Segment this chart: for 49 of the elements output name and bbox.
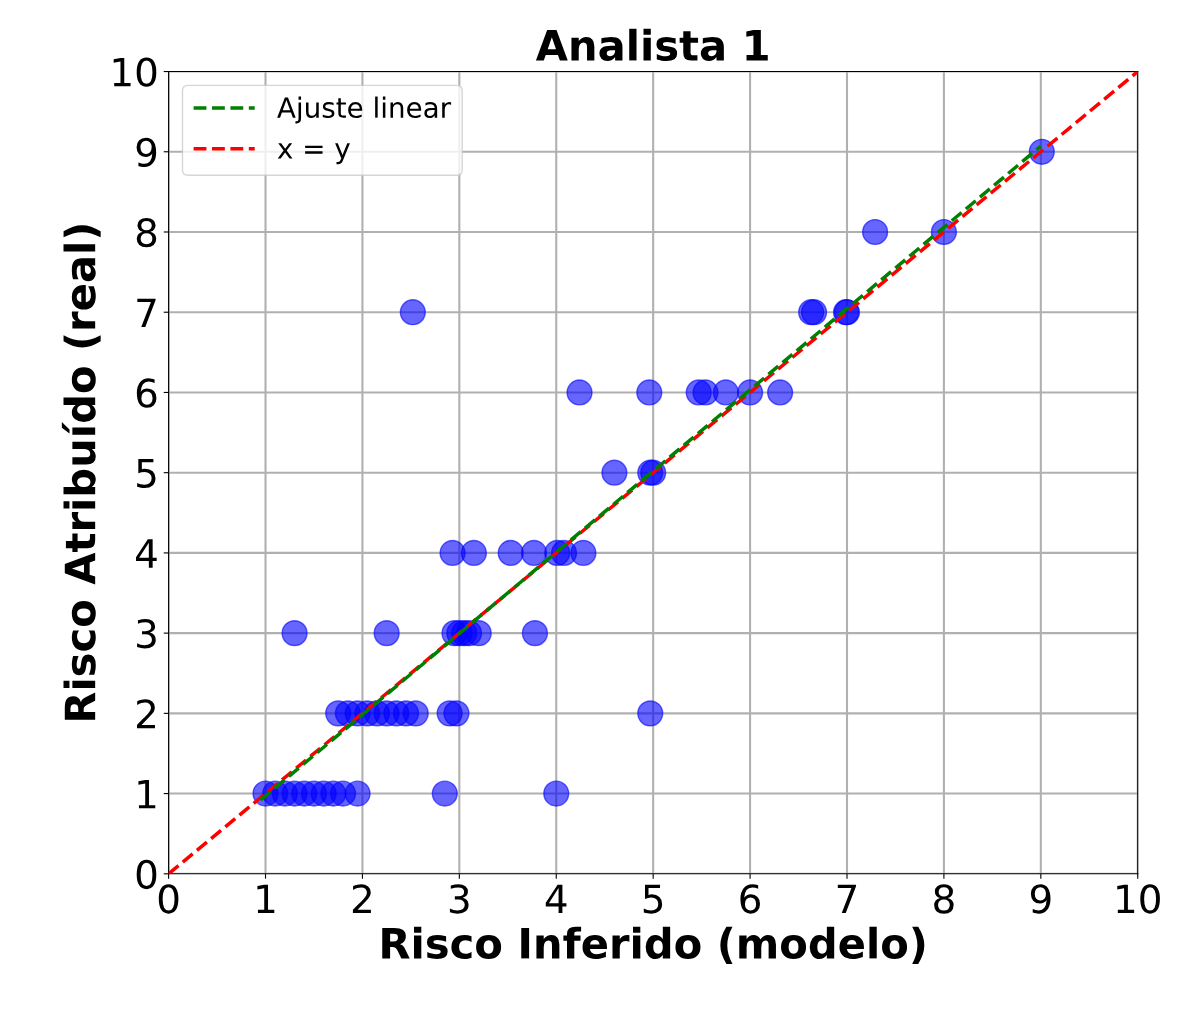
point xyxy=(570,539,597,567)
x-tick-label: 0 xyxy=(158,884,179,914)
y-tick-label: 9 xyxy=(136,137,157,168)
y-tick-label: 1 xyxy=(138,780,156,809)
y-axis-title: Risco Atribuído (real) xyxy=(61,225,101,720)
y-tick-label: 4 xyxy=(136,539,157,568)
point xyxy=(439,539,466,567)
x-tick-label: 6 xyxy=(740,884,760,914)
x-axis-title: Risco Inferido (modelo) xyxy=(382,926,925,964)
y-tick-label: 5 xyxy=(137,459,156,488)
y-tick-label: 8 xyxy=(136,217,157,248)
legend-label: Ajuste linear xyxy=(277,96,452,124)
point xyxy=(521,620,549,647)
chart-title: Analista 1 xyxy=(535,28,768,62)
point xyxy=(465,620,492,647)
point xyxy=(636,379,663,406)
y-tick-label: 10 xyxy=(113,57,157,87)
point xyxy=(543,780,570,807)
x-tick-label: 9 xyxy=(1030,884,1051,914)
x-tick-label: 5 xyxy=(643,884,663,914)
point xyxy=(861,218,889,246)
point xyxy=(402,700,429,727)
y-tick-label: 2 xyxy=(136,699,155,729)
y-tick-label: 6 xyxy=(136,378,157,408)
x-tick-label: 3 xyxy=(449,884,469,914)
point xyxy=(373,620,400,647)
point xyxy=(497,539,524,567)
point xyxy=(281,620,308,647)
point xyxy=(443,700,470,727)
legend-label: x = y xyxy=(277,143,350,165)
x-tick-label: 1 xyxy=(257,884,275,914)
y-tick-label: 3 xyxy=(137,619,156,649)
point xyxy=(344,780,371,807)
point xyxy=(566,379,593,406)
x-tick-label: 10 xyxy=(1117,884,1160,914)
y-tick-label: 7 xyxy=(137,298,156,327)
point xyxy=(767,379,794,406)
x-tick-label: 7 xyxy=(837,884,857,914)
point xyxy=(601,459,628,486)
x-tick-label: 8 xyxy=(934,884,954,914)
y-tick-label: 0 xyxy=(136,859,157,890)
point xyxy=(431,780,458,807)
point xyxy=(520,539,548,567)
point xyxy=(460,539,487,567)
point xyxy=(637,700,664,727)
point xyxy=(712,379,739,406)
x-tick-label: 4 xyxy=(545,884,567,914)
point xyxy=(399,299,426,326)
x-tick-label: 2 xyxy=(352,884,371,914)
